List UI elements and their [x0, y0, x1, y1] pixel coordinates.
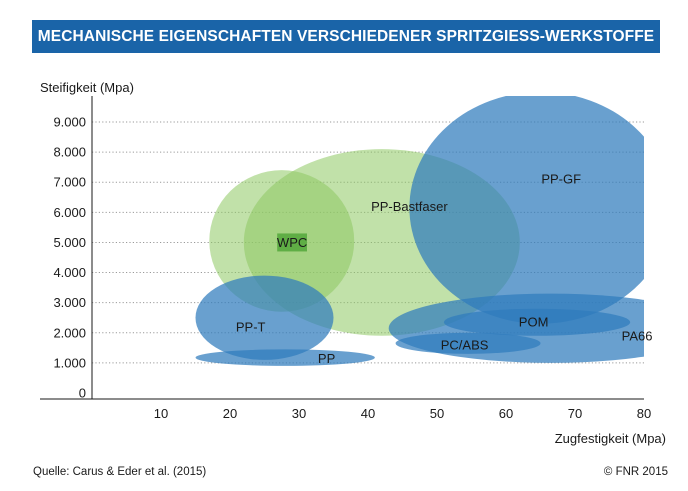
region-label: PP-GF: [541, 172, 581, 187]
y-tick-label: 2.000: [53, 325, 86, 340]
tick-labels: 0 1.000 2.000 3.000 4.000 5.000 6.000 7.000 8.00…: [53, 115, 651, 422]
y-tick-label: 6.000: [53, 205, 86, 220]
copyright-note: © FNR 2015: [603, 466, 668, 478]
region-label: POM: [519, 315, 549, 330]
axes: [40, 96, 644, 400]
x-tick-label: 20: [223, 406, 237, 421]
chart-title: MECHANISCHE EIGENSCHAFTEN VERSCHIEDENER …: [32, 20, 660, 53]
x-axis-title: Zugfestigkeit (Mpa): [555, 431, 666, 446]
x-tick-label: 50: [430, 406, 444, 421]
region-label: PP-Bastfaser: [371, 199, 448, 214]
y-axis-title: Steifigkeit (Mpa): [40, 80, 134, 95]
region-label: PA66: [622, 328, 653, 343]
x-tick-label: 80: [637, 406, 651, 421]
region-pp-t: [195, 275, 334, 360]
y-tick-label: 8.000: [53, 145, 86, 160]
x-tick-label: 60: [499, 406, 513, 421]
x-tick-label: 70: [568, 406, 582, 421]
regions: [195, 96, 644, 366]
x-tick-label: 40: [361, 406, 375, 421]
y-tick-label: 0: [79, 386, 86, 401]
region-label: PP: [318, 351, 335, 366]
x-tick-label: 30: [292, 406, 306, 421]
region-pom: [443, 308, 631, 336]
region-label: PC/ABS: [441, 337, 489, 352]
region-label: PP-T: [236, 319, 266, 334]
region-pp: [195, 349, 375, 366]
label-background: [277, 233, 307, 252]
region-pp-gf: [409, 96, 644, 324]
x-tick-label: 10: [154, 406, 168, 421]
y-tick-label: 3.000: [53, 295, 86, 310]
y-tick-label: 1.000: [53, 355, 86, 370]
y-tick-label: 4.000: [53, 265, 86, 280]
y-tick-label: 7.000: [53, 175, 86, 190]
source-note: Quelle: Carus & Eder et al. (2015): [33, 466, 207, 478]
y-tick-label: 5.000: [53, 235, 86, 250]
region-labels: PP-Bastfaser WPC PP-GF PP-T PP PA66 POM PC/ABS: [236, 172, 653, 366]
region-pc-abs: [395, 332, 541, 354]
y-tick-label: 9.000: [53, 115, 86, 130]
region-label: WPC: [277, 235, 307, 250]
